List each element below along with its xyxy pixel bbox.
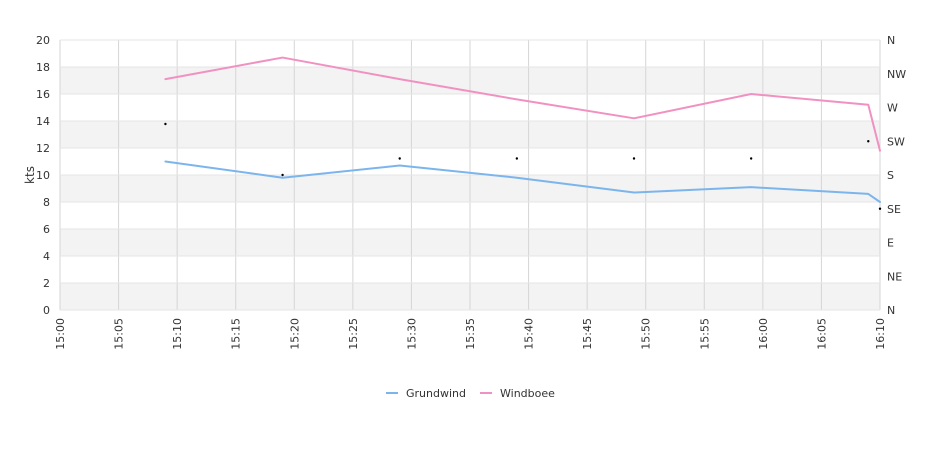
- x-tick-label: 15:10: [171, 318, 184, 350]
- y2-tick-label: N: [887, 304, 895, 317]
- y-tick-label: 6: [43, 223, 50, 236]
- x-tick-label: 15:00: [54, 318, 67, 350]
- y-tick-label: 16: [36, 88, 50, 101]
- direction-point: [878, 207, 882, 210]
- y2-tick-label: N: [887, 34, 895, 47]
- y2-tick-label: W: [887, 102, 898, 115]
- x-tick-label: 15:05: [113, 318, 126, 350]
- y2-tick-label: SW: [887, 135, 905, 148]
- legend-item-label[interactable]: Windboee: [500, 387, 555, 400]
- y2-tick-label: NE: [887, 270, 902, 283]
- series-line-grundwind: [164, 160, 881, 203]
- direction-point: [749, 157, 753, 160]
- y2-axis-tick-labels: N NE E SE S SW W NW N: [887, 34, 906, 317]
- direction-point: [281, 173, 284, 177]
- x-tick-label: 15:55: [698, 318, 711, 350]
- series-lines: [164, 56, 881, 203]
- horizontal-gridlines: [60, 39, 880, 311]
- y-tick-label: 2: [43, 277, 50, 290]
- x-tick-label: 16:10: [874, 318, 887, 350]
- y2-tick-label: S: [887, 169, 894, 182]
- y2-tick-label: E: [887, 237, 894, 250]
- y-tick-label: 4: [43, 250, 50, 263]
- direction-point: [398, 157, 401, 160]
- series-line-windboee: [164, 56, 881, 152]
- x-tick-label: 15:20: [288, 318, 301, 350]
- y-tick-label: 10: [36, 169, 50, 182]
- x-tick-label: 16:00: [757, 318, 770, 350]
- y-tick-label: 18: [36, 61, 50, 74]
- y-tick-label: 8: [43, 196, 50, 209]
- direction-point: [164, 122, 167, 126]
- direction-point: [867, 140, 870, 143]
- x-tick-label: 15:30: [405, 318, 418, 350]
- y-axis-tick-labels: 0 2 4 6 8 10 12 14 16 18 20: [36, 34, 50, 317]
- direction-point: [632, 157, 636, 160]
- y2-tick-label: NW: [887, 68, 906, 81]
- x-axis-tick-labels: 15:00 15:05 15:10 15:15 15:20 15:25 15:30 15:35…: [54, 318, 887, 350]
- x-tick-label: 15:25: [347, 318, 360, 350]
- x-tick-label: 15:45: [581, 318, 594, 350]
- x-tick-label: 15:15: [230, 318, 243, 350]
- y-tick-label: 20: [36, 34, 50, 47]
- x-tick-label: 15:50: [640, 318, 653, 350]
- x-tick-label: 15:35: [464, 318, 477, 350]
- x-tick-label: 16:05: [815, 318, 828, 350]
- legend: Grundwind Windboee: [386, 387, 555, 400]
- direction-point: [515, 157, 519, 160]
- x-tick-label: 15:40: [523, 318, 536, 350]
- direction-markers: [164, 122, 882, 210]
- y2-tick-label: SE: [887, 203, 901, 216]
- y-tick-label: 12: [36, 142, 50, 155]
- legend-item-label[interactable]: Grundwind: [406, 387, 466, 400]
- y-tick-label: 0: [43, 304, 50, 317]
- y-axis-title: kts: [23, 166, 37, 184]
- y-tick-label: 14: [36, 115, 50, 128]
